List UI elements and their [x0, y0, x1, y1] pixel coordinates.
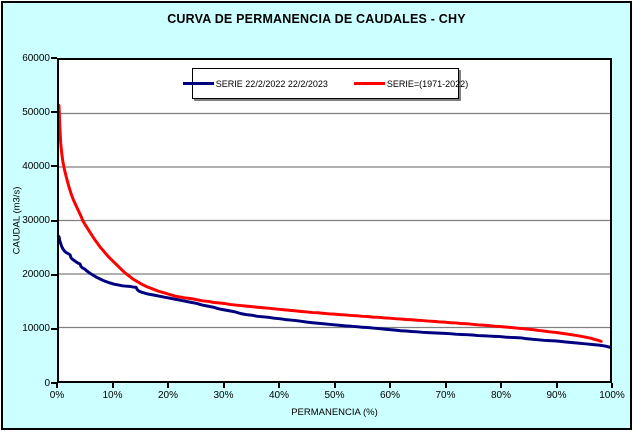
legend-box: SERIE 22/2/2022 22/2/2023 SERIE=(1971-202…	[182, 68, 468, 99]
plot-svg	[59, 103, 610, 349]
x-tick-mark	[333, 383, 336, 388]
x-tick-mark	[500, 383, 502, 388]
x-tick-label: 60%	[379, 390, 400, 401]
x-tick-label: 0%	[49, 390, 65, 401]
x-tick-label: 70%	[435, 390, 456, 401]
legend-label-1: SERIE=(1971-2022)	[386, 78, 469, 89]
y-tick-mark	[51, 382, 57, 384]
y-tick-label: 50000	[22, 106, 50, 118]
x-tick-label: 20%	[157, 390, 178, 401]
y-tick-mark	[51, 327, 57, 330]
legend-line-swatch-1	[353, 82, 385, 85]
x-tick-label: 30%	[213, 390, 234, 401]
legend-entry-1: SERIE=(1971-2022)	[353, 78, 469, 89]
x-tick-mark	[167, 383, 169, 388]
x-tick-mark	[111, 383, 114, 388]
x-tick-mark	[389, 383, 391, 388]
y-tick-label: 40000	[22, 160, 50, 172]
x-tick-mark	[444, 383, 447, 388]
x-tick-label: 100%	[599, 390, 625, 401]
y-tick-label: 60000	[22, 52, 50, 64]
x-tick-label: 10%	[102, 390, 123, 401]
x-tick-label: 80%	[490, 390, 511, 401]
y-tick-label: 10000	[22, 323, 50, 335]
series-line-1	[59, 103, 603, 343]
y-tick-mark	[51, 219, 57, 222]
plot-area: SERIE 22/2/2022 22/2/2023 SERIE=(1971-202…	[57, 58, 612, 383]
y-tick-mark	[51, 273, 57, 276]
x-tick-mark	[222, 383, 225, 388]
legend-label-0: SERIE 22/2/2022 22/2/2023	[215, 78, 328, 89]
chart-title: CURVA DE PERMANENCIA DE CAUDALES - CHY	[167, 12, 466, 26]
legend-entry-0: SERIE 22/2/2022 22/2/2023	[182, 78, 328, 89]
legend-line-swatch-0	[182, 82, 214, 85]
series-line-0	[59, 235, 610, 349]
y-tick-label: 20000	[22, 269, 50, 281]
y-tick-mark	[51, 111, 57, 114]
y-tick-mark	[51, 165, 57, 168]
x-tick-label: 50%	[324, 390, 345, 401]
y-tick-label: 30000	[22, 215, 50, 226]
x-tick-mark	[56, 383, 58, 388]
y-tick-mark	[51, 57, 57, 59]
x-tick-label: 90%	[546, 390, 567, 401]
x-tick-mark	[555, 383, 558, 388]
x-tick-mark	[611, 383, 613, 388]
x-tick-mark	[278, 383, 280, 388]
y-tick-label: 0	[44, 377, 50, 389]
x-tick-label: 40%	[268, 390, 289, 401]
x-axis-title: PERMANENCIA (%)	[291, 407, 378, 418]
